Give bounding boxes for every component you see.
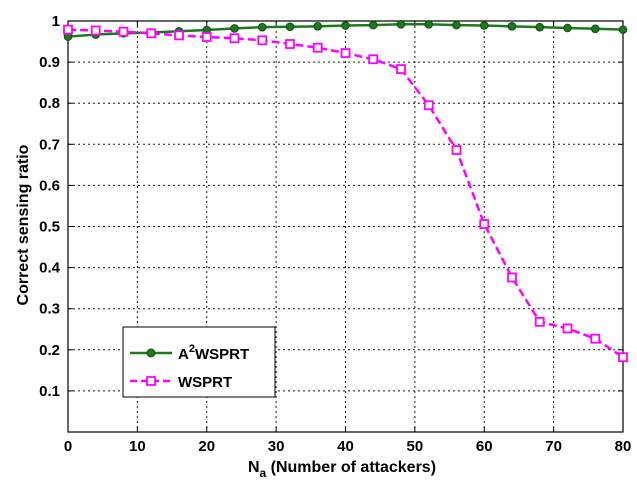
data-point-wsprt <box>396 64 406 74</box>
y-tick-label: 0.5 <box>39 219 60 236</box>
legend-label-suffix: WSPRT <box>195 346 249 363</box>
y-tick-label: 0.3 <box>39 301 60 318</box>
data-point-a2wsprt <box>535 22 545 32</box>
data-point-a2wsprt <box>313 22 323 31</box>
y-tick-label: 0.7 <box>39 136 60 153</box>
x-axis-label: Na (Number of attackers) <box>248 459 436 480</box>
data-point-wsprt <box>340 48 351 58</box>
data-point-wsprt <box>146 28 157 39</box>
data-point-wsprt <box>423 100 434 111</box>
data-point-a2wsprt <box>285 22 295 32</box>
x-tick-label: 40 <box>337 438 354 455</box>
x-tick-label: 70 <box>545 438 562 455</box>
y-tick-label: 0.6 <box>39 177 60 194</box>
x-tick-label: 60 <box>476 438 493 455</box>
data-point-a2wsprt <box>590 24 600 34</box>
data-point-wsprt <box>479 219 490 229</box>
y-tick-label: 0.4 <box>39 260 61 277</box>
x-axis-label-rest: (Number of attackers) <box>266 459 436 476</box>
data-point-wsprt <box>618 352 628 363</box>
legend-label-wsprt: WSPRT <box>178 374 232 391</box>
series-layer <box>63 19 628 363</box>
data-point-wsprt <box>229 33 240 44</box>
y-tick-label: 0.8 <box>39 95 60 112</box>
x-tick-label: 80 <box>615 438 632 455</box>
data-point-wsprt <box>534 316 545 327</box>
x-tick-label: 10 <box>129 438 146 455</box>
data-point-wsprt <box>257 35 268 46</box>
x-tick-label: 30 <box>268 438 285 455</box>
legend: A2WSPRT WSPRT <box>122 326 276 398</box>
data-point-a2wsprt <box>424 19 434 29</box>
data-point-a2wsprt <box>257 22 267 32</box>
legend-label-a2wsprt: A2WSPRT <box>178 343 249 363</box>
axis-ticks: 0 10 20 30 40 50 60 70 80 0.1 0.2 0.3 0.4 0.5 0.6 0.7 0.… <box>39 13 631 455</box>
data-point-a2wsprt <box>618 25 628 34</box>
legend-marker-wsprt <box>146 376 156 386</box>
y-tick-label: 1 <box>52 13 60 30</box>
x-tick-label: 50 <box>407 438 424 455</box>
data-point-a2wsprt <box>341 21 350 30</box>
data-point-a2wsprt <box>396 19 406 29</box>
data-point-wsprt <box>201 32 212 42</box>
series-wsprt <box>63 24 628 363</box>
data-point-a2wsprt <box>230 24 239 33</box>
data-point-a2wsprt <box>563 23 572 33</box>
y-tick-label: 0.9 <box>39 54 60 71</box>
legend-label-prefix: A <box>178 346 189 363</box>
x-axis-label-subscript: a <box>260 466 267 480</box>
data-point-wsprt <box>63 24 73 35</box>
y-tick-label: 0.2 <box>39 342 60 359</box>
x-axis-label-main: N <box>248 459 260 476</box>
legend-label-superscript: 2 <box>189 343 195 355</box>
data-point-wsprt <box>562 323 573 334</box>
y-tick-label: 0.1 <box>39 383 60 400</box>
data-point-wsprt <box>451 145 462 155</box>
data-point-a2wsprt <box>479 21 489 30</box>
data-point-wsprt <box>285 39 295 49</box>
data-point-wsprt <box>312 42 323 53</box>
data-point-wsprt <box>118 26 129 37</box>
legend-entry-wsprt: WSPRT <box>130 374 232 391</box>
data-point-wsprt <box>507 272 517 283</box>
y-axis-label: Correct sensing ratio <box>15 144 32 305</box>
data-point-a2wsprt <box>368 20 378 30</box>
data-point-wsprt <box>368 54 379 65</box>
legend-marker-a2wsprt <box>146 348 156 358</box>
data-point-wsprt <box>590 333 601 344</box>
data-point-a2wsprt <box>507 22 517 31</box>
data-point-wsprt <box>90 25 101 36</box>
legend-entry-a2wsprt: A2WSPRT <box>130 343 249 363</box>
data-point-wsprt <box>174 30 184 41</box>
x-tick-label: 20 <box>198 438 215 455</box>
data-point-a2wsprt <box>452 20 461 30</box>
x-tick-label: 0 <box>64 438 72 455</box>
